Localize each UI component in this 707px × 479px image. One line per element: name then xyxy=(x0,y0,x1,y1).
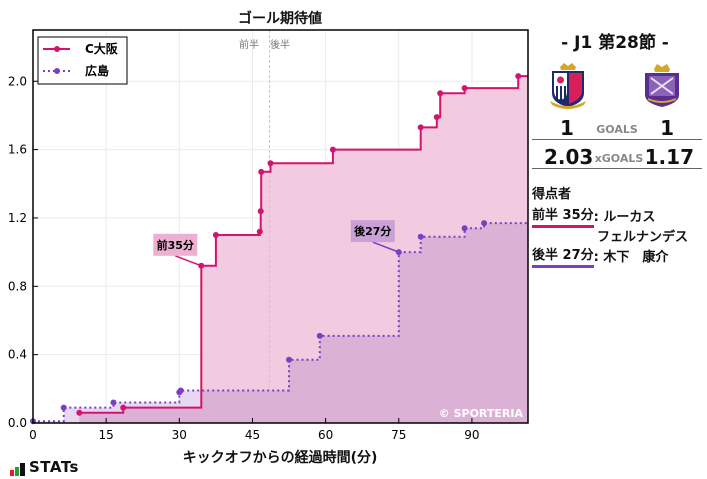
legend-home-label: C大阪 xyxy=(85,41,119,56)
svg-text:1.6: 1.6 xyxy=(8,143,27,157)
scorer-name: : ルーカス xyxy=(593,210,656,225)
legend: C大阪 広島 xyxy=(37,36,128,85)
round-title: - J1 第28節 - xyxy=(561,33,669,53)
x-axis-label: キックオフからの経過時間(分) xyxy=(182,450,378,466)
area-fills xyxy=(33,76,529,423)
scorers-title: 得点者 xyxy=(532,187,572,202)
svg-text:前35分: 前35分 xyxy=(157,238,194,252)
svg-text:0.8: 0.8 xyxy=(8,279,27,293)
shot-markers xyxy=(30,73,522,425)
away-xg: 1.17 xyxy=(644,145,694,169)
goals-label: GOALS xyxy=(596,123,638,136)
svg-text:1.2: 1.2 xyxy=(8,211,27,225)
stats-logo: STATs xyxy=(10,458,79,476)
scorer-time: 後半 27分 xyxy=(532,248,594,268)
svg-text:30: 30 xyxy=(172,428,187,442)
svg-text:45: 45 xyxy=(245,428,260,442)
first-half-label: 前半 xyxy=(239,38,259,51)
legend-away-label: 広島 xyxy=(85,63,109,78)
second-half-label: 後半 xyxy=(270,38,290,51)
scorer-row-away: 後半 27分 : 木下 康介 xyxy=(532,248,702,268)
scorer-name-cont: フェルナンデス xyxy=(597,230,689,245)
svg-text:90: 90 xyxy=(464,428,479,442)
axis-ticks: 0 15 30 45 60 75 90 0.0 0.4 0.8 1.2 1.6 2.0 xyxy=(8,74,480,442)
plot-frame xyxy=(32,29,529,424)
match-panel: - J1 第28節 - 1 GOALS 1 2.03 xGOALS 1.17 得… xyxy=(532,28,702,268)
svg-text:75: 75 xyxy=(391,428,406,442)
scorers-list: 得点者 前半 35分 : ルーカス フェルナンデス 後半 27分 : 木下 康介 xyxy=(532,183,702,268)
svg-text:2.0: 2.0 xyxy=(8,74,27,88)
scorer-row-home: 前半 35分 : ルーカス xyxy=(532,208,702,228)
away-crest-icon xyxy=(645,64,679,107)
away-goals: 1 xyxy=(660,116,674,140)
home-xg: 2.03 xyxy=(544,145,594,169)
svg-text:0.4: 0.4 xyxy=(8,348,27,362)
svg-text:15: 15 xyxy=(99,428,114,442)
svg-text:後27分: 後27分 xyxy=(354,224,391,238)
copyright-text: © SPORTERIA xyxy=(439,407,524,420)
goal-annotations: 前35分 後27分 xyxy=(153,220,400,267)
chart-title: ゴール期待値 xyxy=(238,11,322,27)
bar-chart-icon xyxy=(10,463,25,476)
svg-text:0.0: 0.0 xyxy=(8,416,27,430)
home-crest-icon xyxy=(550,63,586,109)
home-goals: 1 xyxy=(560,116,574,140)
xgoals-label: xGOALS xyxy=(594,152,644,165)
scorer-name: : 木下 康介 xyxy=(593,250,669,265)
scorer-time: 前半 35分 xyxy=(532,208,594,228)
stats-logo-text: STATs xyxy=(29,458,79,476)
svg-text:60: 60 xyxy=(318,428,333,442)
xgoals-row: 2.03 xGOALS 1.17 xyxy=(532,140,702,169)
goals-row: 1 GOALS 1 xyxy=(532,111,702,140)
svg-text:0: 0 xyxy=(29,428,37,442)
